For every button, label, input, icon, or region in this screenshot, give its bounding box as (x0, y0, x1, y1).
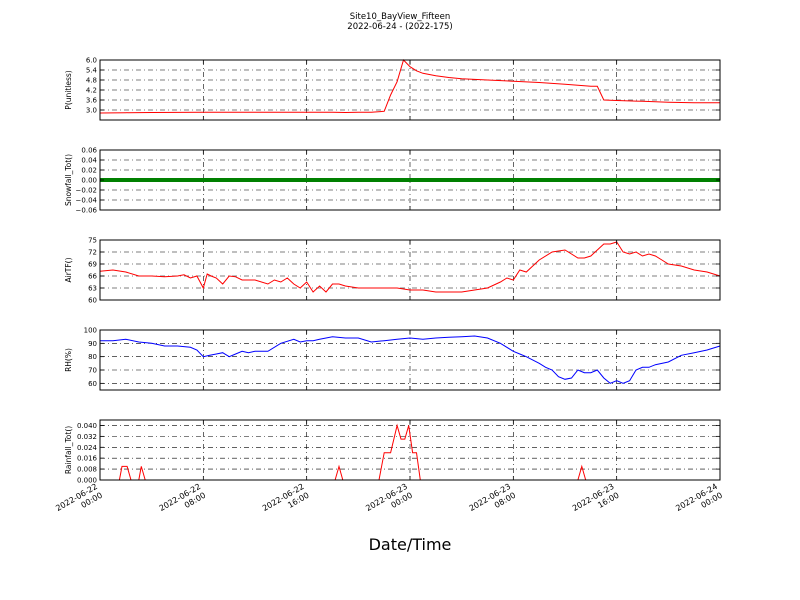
y-tick-label: 3.0 (86, 107, 97, 115)
y-tick-label: 0.06 (81, 147, 97, 155)
chart-panels: 3.03.64.24.85.46.0P(unitless)−0.06−0.04−… (64, 57, 721, 485)
y-tick-label: 0.016 (77, 455, 98, 463)
y-tick-label: 60 (88, 297, 97, 305)
y-axis-label: Snowfall_Tot() (64, 154, 73, 206)
y-axis-label: Rainfall_Tot() (64, 426, 73, 474)
y-tick-label: 0.00 (81, 177, 97, 185)
panel-2: −0.06 −0.04 −0.02 0.00 0.02 0.04 0.06 Snowfall_… (64, 147, 721, 215)
y-tick-label: 4.8 (86, 77, 97, 85)
y-tick-label: 0.040 (77, 422, 97, 430)
y-tick-label: 0.04 (81, 157, 97, 165)
series-line (99, 241, 721, 293)
y-tick-label: 70 (88, 367, 97, 375)
y-tick-label: 80 (88, 353, 97, 361)
y-tick-label: −0.04 (76, 197, 98, 205)
y-tick-label: 90 (88, 340, 97, 348)
y-tick-label: 63 (88, 285, 97, 293)
y-tick-label: 69 (88, 261, 97, 269)
series-line (99, 59, 721, 114)
panel-3: 60 63 66 69 72 75 AirTF() (64, 237, 721, 305)
y-tick-label: 3.6 (86, 97, 98, 105)
chart-subtitle: 2022-06-24 - (2022-175) (347, 22, 452, 32)
y-tick-label: 0.032 (77, 433, 97, 441)
y-tick-label: −0.02 (76, 187, 97, 195)
x-axis-label: Date/Time (369, 535, 452, 554)
y-tick-label: 100 (84, 327, 97, 335)
chart-title: Site10_BayView_Fifteen (350, 12, 451, 22)
y-tick-label: 66 (88, 273, 97, 281)
y-tick-label: 0.02 (81, 167, 97, 175)
panel-1: 3.0 3.6 4.2 4.8 5.4 6.0 P(unitless) (64, 57, 721, 121)
y-tick-label: 6.0 (86, 57, 97, 65)
panel-5: 0.000 0.008 0.016 0.024 0.032 0.040 Rainfall_T… (64, 419, 721, 485)
y-axis-label: RH(%) (64, 348, 73, 372)
y-tick-label: 72 (88, 249, 97, 257)
y-tick-label: 4.2 (86, 87, 97, 95)
y-tick-label: 60 (88, 380, 97, 388)
y-tick-label: 75 (88, 237, 97, 245)
y-tick-label: 0.000 (77, 477, 97, 485)
series-line (100, 335, 721, 384)
y-tick-label: 0.008 (77, 466, 97, 474)
y-axis-label: P(unitless) (64, 70, 73, 109)
y-tick-label: 5.4 (86, 67, 98, 75)
y-tick-label: 0.024 (77, 444, 98, 452)
y-axis-label: AirTF() (64, 257, 73, 282)
y-tick-label: −0.06 (76, 207, 98, 215)
panel-4: 60 70 80 90 100 RH(%) (64, 327, 721, 391)
